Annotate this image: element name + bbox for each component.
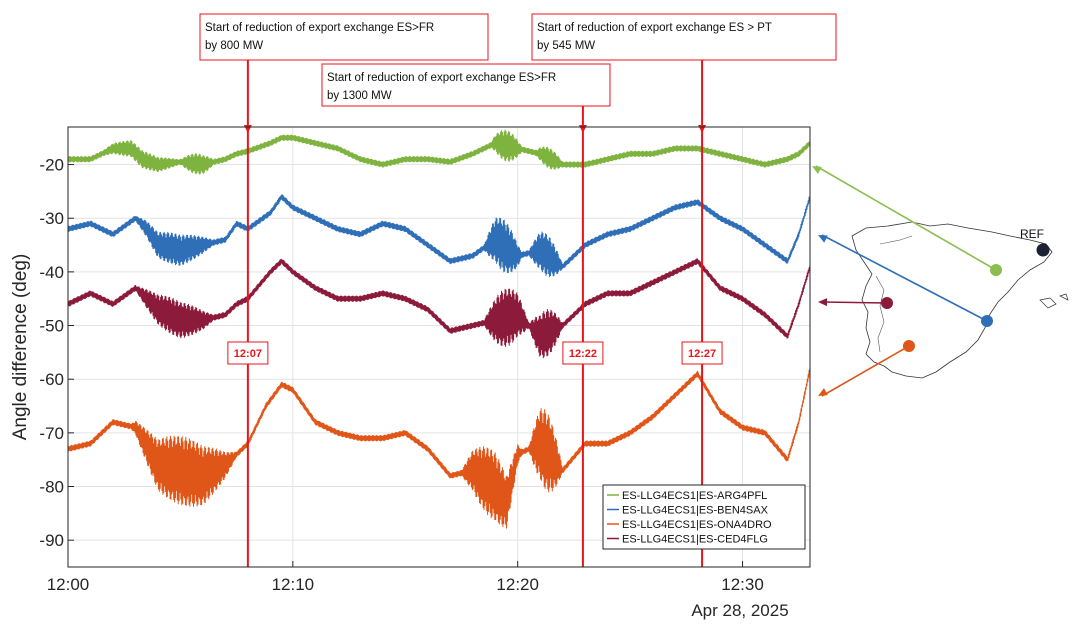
event-time-label: 12:22 xyxy=(569,348,597,360)
y-tick-label: -20 xyxy=(39,156,64,175)
legend-label: ES-LLG4ECS1|ES-ONA4DRO xyxy=(622,519,772,531)
map-link-line xyxy=(821,301,888,304)
legend-label: ES-LLG4ECS1|ES-ARG4PFL xyxy=(622,490,767,502)
legend: ES-LLG4ECS1|ES-ARG4PFL ES-LLG4ECS1|ES-BEN… xyxy=(602,484,806,550)
map-node xyxy=(881,297,893,309)
event-arrowhead xyxy=(243,125,252,133)
axis-ticks: -20 -30 -40 -50 -60 -70 -80 -90 12:00 12:10 12:20 1… xyxy=(39,156,763,594)
map-link-arrowhead xyxy=(818,235,828,243)
map-node xyxy=(903,340,915,352)
annotation-boxes: Start of reduction of export exchange ES… xyxy=(199,13,837,107)
event-time-box xyxy=(227,341,269,365)
annotation-line1: Start of reduction of export exchange ES… xyxy=(205,22,434,34)
france-border xyxy=(879,235,913,245)
event-lines: 12:07 12:22 12:27 xyxy=(227,60,723,567)
annotation-box xyxy=(199,13,489,61)
y-tick-label: -80 xyxy=(39,478,64,497)
map-link-arrowhead xyxy=(818,388,828,396)
x-tick-label: 12:10 xyxy=(272,575,315,594)
event-time-box xyxy=(562,341,604,365)
y-tick-label: -70 xyxy=(39,424,64,443)
map-inset: REF xyxy=(812,165,1069,397)
annotation-line2: by 800 MW xyxy=(205,40,263,52)
y-tick-label: -50 xyxy=(39,317,64,336)
event-time-box xyxy=(681,341,723,365)
iberia-outline xyxy=(851,221,1053,379)
series-line-1 xyxy=(67,194,811,278)
legend-box xyxy=(602,484,806,550)
annotation-line2: by 545 MW xyxy=(537,40,595,52)
map-node xyxy=(981,315,993,327)
map-link-line xyxy=(821,234,988,322)
balearic-island xyxy=(1039,297,1057,309)
event-time-label: 12:07 xyxy=(234,348,262,360)
map-ref-node xyxy=(1036,243,1050,257)
annotation-box xyxy=(321,63,611,107)
legend-label: ES-LLG4ECS1|ES-BEN4SAX xyxy=(622,505,769,517)
y-tick-label: -40 xyxy=(39,263,64,282)
event-arrowhead xyxy=(698,125,707,133)
map-link-arrowhead xyxy=(818,298,828,307)
event-arrowhead xyxy=(578,125,587,133)
legend-label: ES-LLG4ECS1|ES-CED4FLG xyxy=(622,534,768,546)
date-label: Apr 28, 2025 xyxy=(691,601,788,620)
x-tick-label: 12:20 xyxy=(496,575,539,594)
series-line-2 xyxy=(67,366,811,529)
balearic-island xyxy=(1059,293,1069,301)
series-line-3 xyxy=(67,258,811,359)
map-node xyxy=(990,264,1002,276)
annotation-line1: Start of reduction of export exchange ES… xyxy=(537,22,772,34)
y-tick-label: -90 xyxy=(39,531,64,550)
y-axis-label: Angle difference (deg) xyxy=(10,254,31,441)
annotation-line2: by 1300 MW xyxy=(327,90,392,102)
x-tick-label: 12:00 xyxy=(47,575,90,594)
annotation-line1: Start of reduction of export exchange ES… xyxy=(327,72,556,84)
portugal-border xyxy=(875,275,885,353)
series-group xyxy=(67,129,811,529)
map-link-arrowhead xyxy=(812,166,822,174)
annotation-box xyxy=(531,13,837,61)
series-line-0 xyxy=(67,129,811,175)
map-link-line xyxy=(815,165,997,271)
map-link-line xyxy=(821,345,910,397)
event-time-label: 12:27 xyxy=(688,348,716,360)
map-ref-label: REF xyxy=(1020,227,1044,241)
y-tick-label: -60 xyxy=(39,370,64,389)
y-tick-label: -30 xyxy=(39,209,64,228)
x-tick-label: 12:30 xyxy=(721,575,764,594)
plot-frame xyxy=(67,126,811,568)
